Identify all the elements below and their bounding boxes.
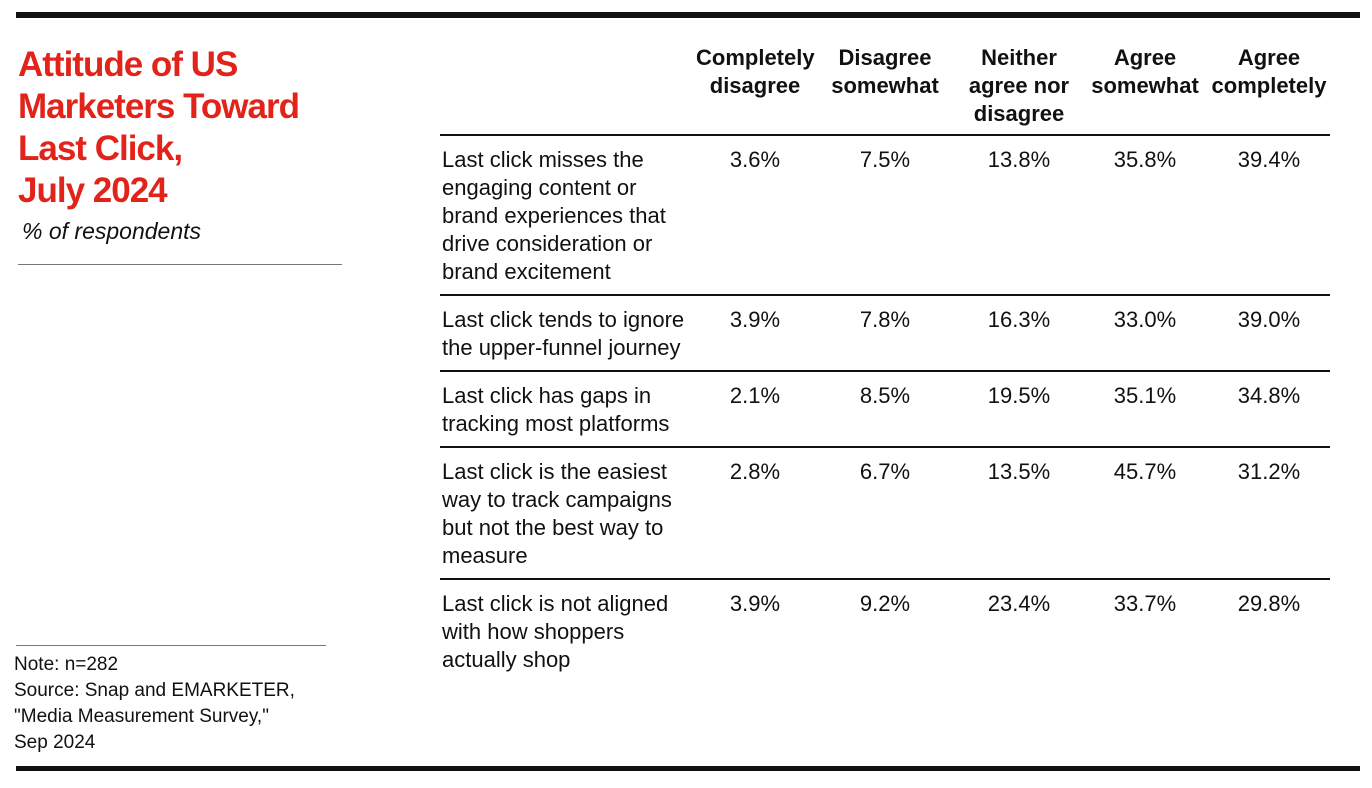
note-text: Note: n=282 <box>14 654 119 675</box>
source-note: Note: n=282 Source: Snap and EMARKETER, … <box>14 652 334 756</box>
cell-value: 8.5% <box>814 370 956 447</box>
cell-value: 3.9% <box>696 578 814 682</box>
row-label: Last click is the easiest way to track c… <box>440 446 696 579</box>
column-header: Agree completely <box>1211 45 1327 98</box>
source-line: Sep 2024 <box>14 732 96 753</box>
cell-value: 45.7% <box>1082 446 1208 579</box>
cell-value: 9.2% <box>814 578 956 682</box>
cell-value: 33.0% <box>1082 294 1208 371</box>
table-row: Last click is not aligned with how shopp… <box>440 578 1330 682</box>
cell-value: 7.5% <box>814 134 956 295</box>
title-line: Last Click, <box>18 129 183 168</box>
title-line: July 2024 <box>18 171 168 210</box>
cell-value: 39.0% <box>1208 294 1330 371</box>
chart-title: Attitude of US Marketers Toward Last Cli… <box>18 44 348 212</box>
source-line: "Media Measurement Survey," <box>14 706 269 727</box>
cell-value: 16.3% <box>956 294 1082 371</box>
column-header: Completely disagree <box>696 45 815 98</box>
header-blank <box>440 44 696 135</box>
data-table: Completely disagree Disagree somewhat Ne… <box>440 44 1330 682</box>
table-row: Last click is the easiest way to track c… <box>440 446 1330 579</box>
cell-value: 7.8% <box>814 294 956 371</box>
cell-value: 35.8% <box>1082 134 1208 295</box>
column-header: Neither agree nor disagree <box>968 45 1070 126</box>
note-divider <box>16 645 326 646</box>
cell-value: 23.4% <box>956 578 1082 682</box>
title-divider <box>18 264 342 265</box>
row-label: Last click is not aligned with how shopp… <box>440 578 696 682</box>
header-row: Completely disagree Disagree somewhat Ne… <box>440 44 1330 135</box>
row-label: Last click tends to ignore the upper-fun… <box>440 294 696 371</box>
column-header: Agree somewhat <box>1091 45 1199 98</box>
table-row: Last click misses the engaging content o… <box>440 134 1330 295</box>
title-block: Attitude of US Marketers Toward Last Cli… <box>18 44 348 245</box>
cell-value: 19.5% <box>956 370 1082 447</box>
cell-value: 39.4% <box>1208 134 1330 295</box>
chart-subtitle: % of respondents <box>22 218 202 244</box>
cell-value: 2.8% <box>696 446 814 579</box>
cell-value: 35.1% <box>1082 370 1208 447</box>
cell-value: 13.8% <box>956 134 1082 295</box>
cell-value: 2.1% <box>696 370 814 447</box>
cell-value: 3.9% <box>696 294 814 371</box>
table-row: Last click has gaps in tracking most pla… <box>440 370 1330 447</box>
bottom-rule <box>16 766 1360 771</box>
cell-value: 3.6% <box>696 134 814 295</box>
column-header: Disagree somewhat <box>831 45 939 98</box>
title-line: Attitude of US <box>18 45 238 84</box>
source-line: Source: Snap and EMARKETER, <box>14 680 295 701</box>
table-row: Last click tends to ignore the upper-fun… <box>440 294 1330 371</box>
cell-value: 33.7% <box>1082 578 1208 682</box>
title-line: Marketers Toward <box>18 87 300 126</box>
cell-value: 34.8% <box>1208 370 1330 447</box>
cell-value: 6.7% <box>814 446 956 579</box>
cell-value: 13.5% <box>956 446 1082 579</box>
row-label: Last click has gaps in tracking most pla… <box>440 370 696 447</box>
row-label: Last click misses the engaging content o… <box>440 134 696 295</box>
cell-value: 29.8% <box>1208 578 1330 682</box>
cell-value: 31.2% <box>1208 446 1330 579</box>
top-rule <box>16 12 1360 18</box>
